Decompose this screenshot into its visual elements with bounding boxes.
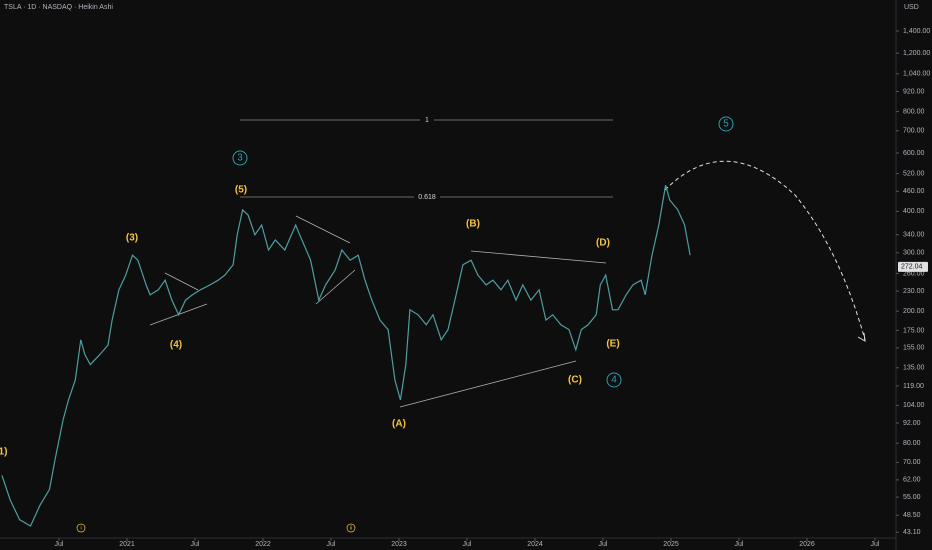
chart-title: TSLA · 1D · NASDAQ · Heikin Ashi: [4, 4, 113, 11]
x-tick-label: Jul: [55, 541, 64, 548]
projection-arc: [664, 160, 866, 341]
wave-label: (A): [392, 419, 406, 430]
y-tick-label: 155.00: [903, 345, 925, 352]
wave-label: (C): [568, 375, 582, 386]
wave-label: 4: [611, 375, 617, 386]
wave-circle: [606, 372, 622, 388]
x-tick-label: Jul: [871, 541, 880, 548]
x-tick-label: 2024: [527, 541, 543, 548]
y-tick-label: 175.00: [903, 327, 925, 334]
wave-circle: [718, 116, 734, 132]
last-price-label: 272.04: [901, 264, 923, 271]
y-tick-label: 340.00: [903, 232, 925, 239]
wave-label: (4): [170, 340, 182, 351]
y-tick-label: 43.10: [903, 529, 921, 536]
wave-label: (B): [466, 219, 480, 230]
fib-label-bg: [414, 192, 440, 202]
y-tick-label: 700.00: [903, 128, 925, 135]
y-tick-label: 600.00: [903, 150, 925, 157]
y-tick-label: 460.00: [903, 188, 925, 195]
currency: USD: [904, 4, 919, 11]
fib-label: 1: [425, 117, 429, 124]
y-tick-label: 104.00: [903, 402, 925, 409]
wave-circle: [346, 523, 356, 533]
y-tick-label: 70.00: [903, 459, 921, 466]
x-tick-label: Jul: [599, 541, 608, 548]
y-tick-label: 260.00: [903, 270, 925, 277]
x-tick-label: Jul: [463, 541, 472, 548]
y-tick-label: 55.00: [903, 494, 921, 501]
wave-label: 5: [723, 119, 729, 130]
fib-label: 0.618: [418, 194, 436, 201]
y-tick-label: 1,400.00: [903, 28, 930, 35]
y-tick-label: 119.00: [903, 383, 924, 390]
y-tick-label: 920.00: [903, 88, 925, 95]
wave-circle: [76, 523, 86, 533]
last-price-box: [898, 261, 928, 272]
wave-label: 1): [0, 447, 7, 458]
x-tick-label: Jul: [735, 541, 744, 548]
y-tick-label: 400.00: [903, 208, 925, 215]
x-tick-label: Jul: [327, 541, 336, 548]
y-tick-label: 1,040.00: [903, 71, 930, 78]
x-tick-label: 2021: [119, 541, 135, 548]
y-tick-label: 300.00: [903, 250, 925, 257]
x-tick-label: 2026: [799, 541, 815, 548]
x-tick-label: 2023: [391, 541, 407, 548]
wave-circle: [232, 150, 248, 166]
wave-label: (E): [606, 339, 619, 350]
y-tick-label: 135.00: [903, 365, 925, 372]
y-tick-label: 62.00: [903, 477, 921, 484]
y-tick-label: 1,200.00: [903, 50, 930, 57]
y-tick-label: 48.50: [903, 512, 921, 519]
wave-label: (D): [596, 238, 610, 249]
x-tick-label: Jul: [191, 541, 200, 548]
arrow-head: [857, 332, 866, 342]
y-tick-label: 520.00: [903, 170, 925, 177]
wave-label: (5): [235, 185, 247, 196]
triangle-lines: [295, 215, 356, 305]
y-tick-label: 80.00: [903, 440, 921, 447]
y-tick-label: 92.00: [903, 420, 921, 427]
wave-label: 3: [237, 153, 243, 164]
price-line: [1, 184, 691, 527]
fib-label-bg: [420, 115, 434, 125]
x-tick-label: 2022: [255, 541, 271, 548]
wave-label: (3): [126, 233, 138, 244]
y-tick-label: 800.00: [903, 108, 925, 115]
triangle-lines: [399, 250, 607, 408]
y-tick-label: 200.00: [903, 308, 925, 315]
wave-label: ii: [350, 525, 352, 531]
wave-label: i: [80, 525, 81, 531]
y-tick-label: 230.00: [903, 288, 925, 295]
x-tick-label: 2025: [663, 541, 679, 548]
